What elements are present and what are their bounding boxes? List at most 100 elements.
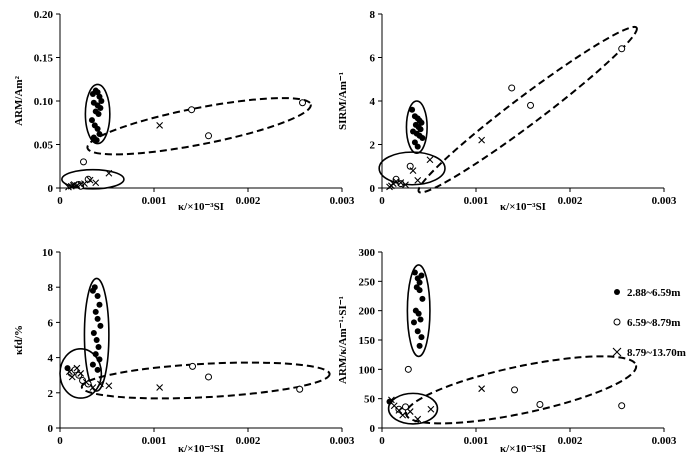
data-point-cross: [68, 373, 76, 381]
data-point-open: [618, 45, 626, 53]
data-point-cross: [69, 182, 77, 189]
data-point-filled: [92, 351, 99, 358]
x-tick-label: 0.002: [558, 435, 583, 447]
x-tick-label: 0.002: [236, 195, 261, 207]
legend-label: 8.79~13.70m: [627, 347, 686, 359]
data-point-cross: [395, 407, 403, 414]
solid-ellipse-2: [59, 347, 103, 399]
data-point-open: [79, 376, 87, 384]
y-tick-label: 0: [48, 423, 54, 435]
x-axis-title: κ/×10⁻³SI: [500, 201, 546, 213]
x-tick-label: 0.001: [142, 195, 167, 207]
data-point-open: [618, 402, 626, 410]
data-point-filled: [419, 295, 426, 302]
data-point-filled: [94, 293, 101, 299]
data-point-filled: [414, 143, 421, 150]
legend-item-3: 8.79~13.70m: [612, 347, 686, 359]
y-axis-title: κfd/%: [13, 325, 25, 355]
data-point-filled: [416, 287, 423, 294]
data-point-filled: [411, 139, 418, 146]
data-point-filled: [97, 104, 104, 111]
data-point-cross: [82, 378, 90, 386]
data-point-cross: [478, 136, 486, 144]
data-point-filled: [411, 269, 418, 276]
chart-panel-2: 0 0.001 0.002 0.003 0 2 4 6 8 κ/×10⁻³SI SIRM/Am⁻¹: [337, 9, 677, 213]
data-point-cross: [66, 368, 73, 376]
y-tick-label: 0: [370, 183, 376, 195]
data-point-open: [392, 175, 400, 183]
data-point-open: [527, 101, 535, 109]
legend-marker-open: [613, 318, 621, 326]
data-point-filled: [94, 315, 101, 322]
data-point-filled: [96, 131, 103, 138]
y-tick-label: 0.15: [34, 53, 54, 65]
y-tick-label: 2: [370, 140, 376, 152]
data-point-filled: [64, 365, 71, 372]
y-tick-label: 200: [359, 306, 376, 318]
data-point-filled: [93, 137, 100, 144]
x-tick-label: 0.001: [464, 435, 489, 447]
x-tick-label: 0.003: [330, 195, 355, 207]
data-point-filled: [416, 342, 423, 349]
data-point-filled: [90, 329, 97, 336]
data-point-cross: [402, 181, 409, 189]
dashed-ellipse-3: [80, 361, 331, 400]
data-point-open: [205, 132, 213, 140]
data-point-filled: [88, 117, 95, 124]
chart-panel-4: 0 0.001 0.002 0.003 0 50 100 150 200 250 300 κ/×10⁻…: [337, 247, 677, 455]
dashed-ellipse-3: [86, 97, 312, 156]
data-point-filled: [414, 328, 421, 335]
data-point-cross: [414, 415, 422, 423]
y-tick-label: 0.20: [34, 9, 54, 21]
solid-ellipse-1: [83, 277, 110, 392]
data-point-filled: [418, 119, 425, 126]
y-tick-label: 0: [370, 423, 376, 435]
data-point-open: [402, 403, 409, 411]
data-point-filled: [96, 301, 103, 308]
solid-ellipse-1: [406, 264, 431, 358]
y-tick-label: 4: [48, 353, 54, 365]
x-tick-label: 0.003: [652, 435, 677, 447]
data-point-filled: [94, 366, 101, 373]
y-tick-label: 6: [48, 317, 54, 329]
data-point-cross: [105, 382, 113, 390]
legend-label: 6.59~8.79m: [627, 317, 680, 329]
data-point-cross: [97, 380, 104, 388]
data-point-cross: [77, 370, 85, 377]
chart-panel-3: 0 0.001 0.002 0.003 0 2 4 6 8 10 κ/×10⁻³SI κfd/%: [13, 247, 355, 455]
data-point-cross: [388, 396, 395, 404]
x-tick-label: 0.002: [236, 435, 261, 447]
x-axis-title: κ/×10⁻³SI: [178, 201, 224, 213]
y-tick-label: 0: [48, 183, 54, 195]
data-point-filled: [94, 125, 101, 132]
data-point-filled: [95, 111, 102, 118]
data-point-open: [406, 162, 414, 170]
data-point-filled: [95, 344, 102, 351]
y-tick-label: 0.05: [34, 140, 54, 152]
x-tick-label: 0: [57, 435, 63, 447]
y-tick-label: 300: [359, 247, 376, 259]
y-axis-title: ARM/Am²: [13, 75, 25, 125]
data-point-cross: [478, 385, 486, 393]
data-point-open: [508, 84, 516, 92]
data-point-filled: [418, 334, 425, 341]
data-point-open: [188, 106, 196, 114]
chart-panel-1: 0 0.001 0.002 0.003 0 0.05 0.10 0.15 0.20 κ/×10⁻³…: [13, 9, 355, 213]
data-point-filled: [409, 106, 416, 113]
data-point-cross: [92, 179, 100, 187]
data-point-filled: [418, 272, 425, 279]
data-point-cross: [426, 156, 434, 164]
x-tick-label: 0.002: [558, 195, 583, 207]
data-point-filled: [419, 134, 426, 141]
y-tick-label: 150: [359, 335, 376, 347]
y-tick-label: 2: [48, 388, 54, 400]
legend-item-2: 6.59~8.79m: [613, 317, 680, 329]
x-tick-label: 0.001: [464, 195, 489, 207]
data-point-cross: [409, 167, 417, 174]
x-tick-label: 0.003: [330, 435, 355, 447]
y-tick-label: 6: [370, 53, 376, 65]
data-point-open: [80, 158, 87, 166]
data-point-filled: [417, 316, 424, 323]
chart-panels: 0 0.001 0.002 0.003 0 0.05 0.10 0.15 0.20 κ/×10⁻³…: [13, 9, 677, 455]
